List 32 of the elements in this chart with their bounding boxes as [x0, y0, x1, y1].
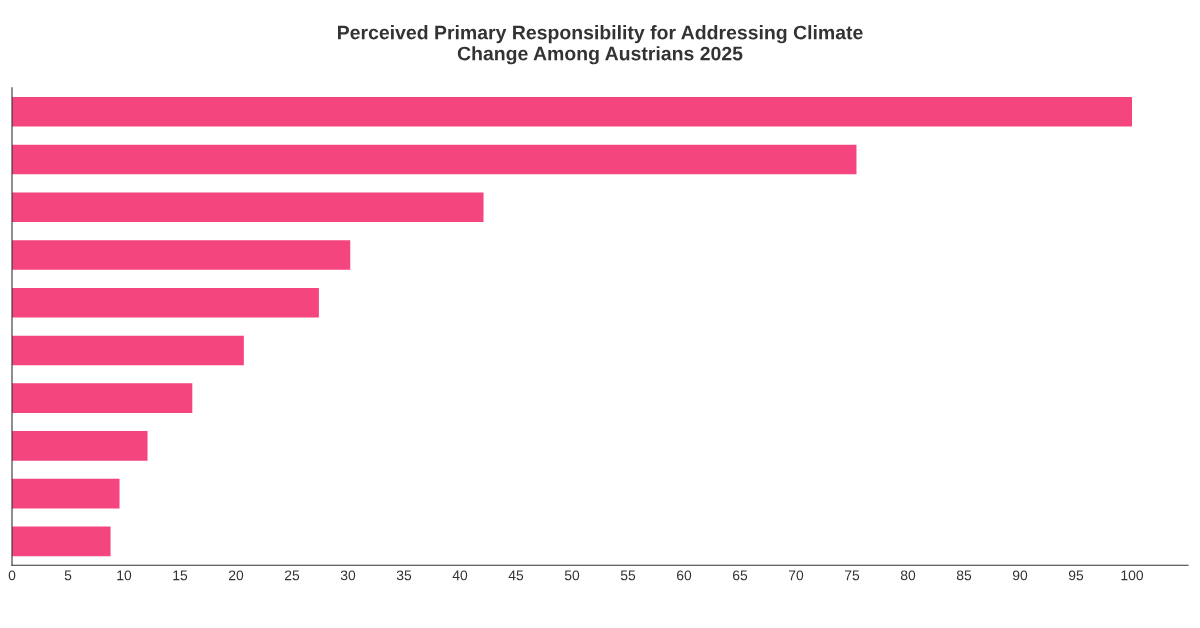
chart-title: Perceived Primary Responsibility for Addressing Climate Change Among Austrians 2025 [338, 25, 863, 65]
x-tick-label: 5 [64, 570, 72, 581]
x-tick-label: 35 [396, 570, 412, 581]
x-tick-label: 100 [1121, 570, 1144, 581]
bar [12, 478, 120, 509]
x-tick-label: 80 [900, 570, 916, 581]
x-tick-label: 90 [1012, 570, 1028, 581]
bar [12, 287, 319, 318]
x-tick-label: 85 [956, 570, 972, 581]
bar [12, 335, 244, 366]
x-tick-label: 30 [340, 570, 356, 581]
bar [12, 526, 111, 557]
x-tick-label: 45 [508, 570, 524, 581]
bar [12, 96, 1132, 127]
x-tick-label: 70 [788, 570, 804, 581]
x-tick-label: 0 [8, 570, 16, 581]
x-tick-label: 55 [620, 570, 636, 581]
x-tick-label: 25 [284, 570, 300, 581]
bar [12, 431, 148, 461]
x-tick-label: 75 [844, 570, 860, 581]
bar [12, 240, 351, 270]
x-tick-label: 60 [676, 570, 692, 581]
x-tick-label: 15 [173, 570, 188, 581]
x-tick-label: 95 [1068, 570, 1084, 581]
x-tick-label: 10 [117, 570, 132, 581]
bar [12, 144, 857, 175]
x-tick-label: 20 [228, 570, 244, 581]
x-tick-label: 50 [564, 570, 580, 581]
x-tick-label: 65 [732, 570, 748, 581]
bar [12, 383, 193, 413]
bar [12, 192, 484, 223]
x-tick-label: 40 [452, 570, 468, 581]
